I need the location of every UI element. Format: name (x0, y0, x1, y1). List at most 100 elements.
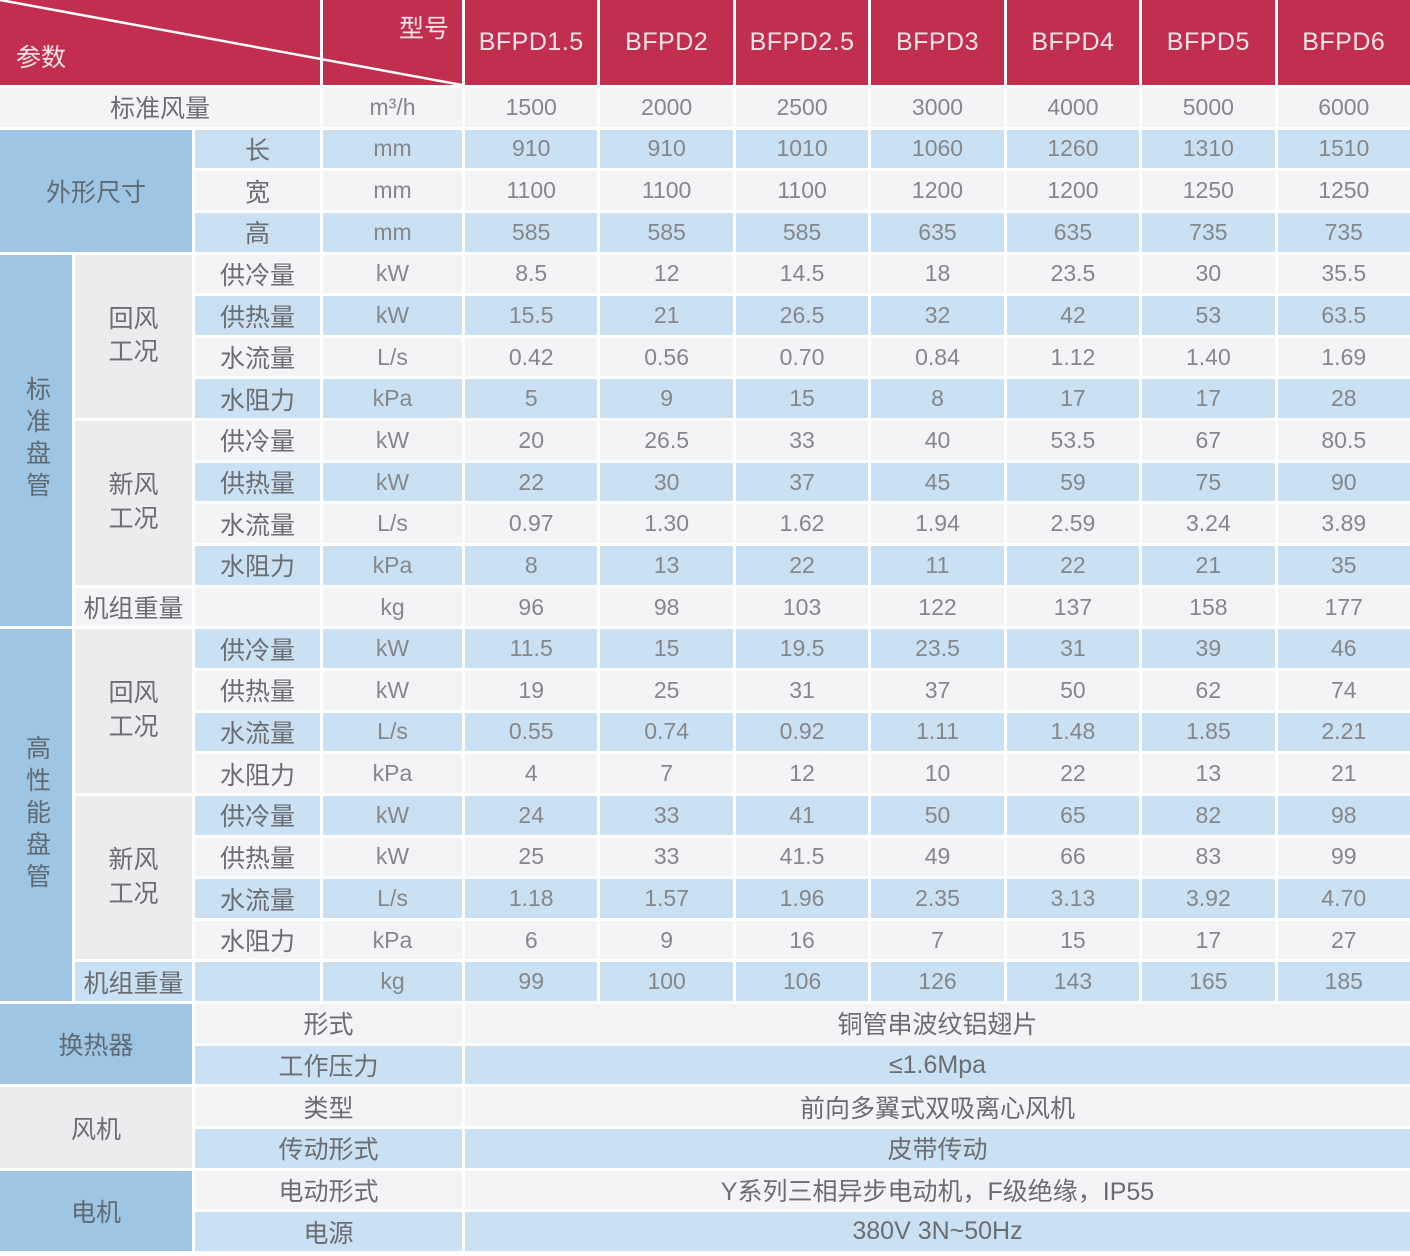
model-header-cell: BFPD4 (1006, 0, 1140, 85)
coil-value: 15 (600, 629, 733, 668)
coil-value: 8.5 (465, 254, 598, 294)
weight-unit: kg (323, 962, 462, 1002)
spec-row-value: 380V 3N~50Hz (465, 1212, 1410, 1251)
dimension-value: 1250 (1277, 171, 1410, 210)
coil-value: 35.5 (1277, 254, 1410, 294)
weight-value: 98 (600, 587, 733, 627)
coil-value: 40 (871, 421, 1004, 460)
coil-row-unit: L/s (323, 712, 462, 752)
coil-value: 62 (1142, 670, 1275, 710)
coil-row-label: 供冷量 (195, 421, 320, 460)
model-header-cell: BFPD5 (1142, 0, 1275, 85)
spec-row-value: 前向多翼式双吸离心风机 (465, 1087, 1410, 1127)
dimension-value: 1100 (465, 171, 598, 210)
coil-value: 80.5 (1277, 421, 1410, 460)
model-header-cell: BFPD6 (1277, 0, 1410, 85)
dimension-value: 910 (600, 129, 733, 169)
coil-row-unit: L/s (323, 337, 462, 377)
dimension-value: 1200 (1006, 171, 1140, 210)
weight-spacer-cell (195, 962, 320, 1002)
coil-value: 1.48 (1006, 712, 1140, 752)
condition-label: 新风 工况 (75, 421, 192, 585)
coil-value: 4.70 (1277, 879, 1410, 918)
coil-row-label: 水阻力 (195, 379, 320, 419)
coil-value: 37 (735, 462, 869, 502)
weight-value: 143 (1006, 962, 1140, 1002)
coil-row-unit: kW (323, 296, 462, 335)
coil-value: 99 (1277, 837, 1410, 877)
coil-value: 0.70 (735, 337, 869, 377)
dimension-value: 635 (1006, 212, 1140, 252)
coil-value: 31 (735, 670, 869, 710)
coil-value: 1.96 (735, 879, 869, 918)
coil-row-label: 供热量 (195, 296, 320, 335)
coil-value: 26.5 (600, 421, 733, 460)
dimension-value: 1260 (1006, 129, 1140, 169)
header-corner-cell: 型号 参数 (0, 0, 462, 85)
weight-value: 158 (1142, 587, 1275, 627)
coil-row-unit: L/s (323, 504, 462, 544)
coil-value: 74 (1277, 670, 1410, 710)
coil-value: 3.13 (1006, 879, 1140, 918)
coil-row-label: 供冷量 (195, 254, 320, 294)
airflow-value: 3000 (871, 88, 1004, 127)
dimension-value: 585 (735, 212, 869, 252)
weight-value: 165 (1142, 962, 1275, 1002)
header-param-axis-label: 参数 (16, 44, 67, 72)
coil-row-label: 水流量 (195, 879, 320, 918)
airflow-value: 2000 (600, 88, 733, 127)
coil-value: 18 (871, 254, 1004, 294)
coil-value: 15 (1006, 920, 1140, 960)
coil-value: 53.5 (1006, 421, 1140, 460)
coil-row-label: 水流量 (195, 504, 320, 544)
coil-value: 12 (735, 754, 869, 793)
coil-value: 1.18 (465, 879, 598, 918)
coil-value: 1.30 (600, 504, 733, 544)
spec-row-label: 工作压力 (195, 1045, 462, 1085)
coil-row-unit: kW (323, 254, 462, 294)
header-model-axis-label: 型号 (398, 15, 449, 43)
coil-value: 24 (465, 795, 598, 835)
coil-value: 22 (1006, 754, 1140, 793)
coil-value: 37 (871, 670, 1004, 710)
coil-value: 59 (1006, 462, 1140, 502)
coil-value: 33 (600, 837, 733, 877)
coil-value: 14.5 (735, 254, 869, 294)
coil-row-unit: kW (323, 629, 462, 668)
coil-value: 75 (1142, 462, 1275, 502)
spec-section-label: 换热器 (0, 1004, 192, 1085)
coil-value: 4 (465, 754, 598, 793)
weight-value: 122 (871, 587, 1004, 627)
coil-value: 1.69 (1277, 337, 1410, 377)
coil-row-label: 水阻力 (195, 546, 320, 585)
coil-value: 22 (735, 546, 869, 585)
weight-unit: kg (323, 587, 462, 627)
coil-value: 50 (871, 795, 1004, 835)
coil-value: 22 (465, 462, 598, 502)
coil-value: 65 (1006, 795, 1140, 835)
dimension-value: 1060 (871, 129, 1004, 169)
spec-row-value: 皮带传动 (465, 1129, 1410, 1168)
coil-value: 0.97 (465, 504, 598, 544)
coil-value: 33 (600, 795, 733, 835)
coil-value: 15 (735, 379, 869, 419)
weight-value: 103 (735, 587, 869, 627)
coil-value: 26.5 (735, 296, 869, 335)
coil-row-unit: kPa (323, 546, 462, 585)
header-corner-divider (320, 0, 323, 85)
dimension-value: 735 (1142, 212, 1275, 252)
coil-value: 35 (1277, 546, 1410, 585)
coil-value: 2.35 (871, 879, 1004, 918)
coil-value: 50 (1006, 670, 1140, 710)
dimension-row-unit: mm (323, 171, 462, 210)
coil-section-label: 高性能盘管 (0, 629, 72, 1002)
model-header-cell: BFPD1.5 (465, 0, 598, 85)
condition-label: 新风 工况 (75, 795, 192, 960)
airflow-unit: m³/h (323, 88, 462, 127)
coil-row-unit: kW (323, 462, 462, 502)
dimension-row-label: 长 (195, 129, 320, 169)
coil-value: 8 (465, 546, 598, 585)
coil-value: 1.40 (1142, 337, 1275, 377)
coil-value: 7 (871, 920, 1004, 960)
airflow-value: 2500 (735, 88, 869, 127)
